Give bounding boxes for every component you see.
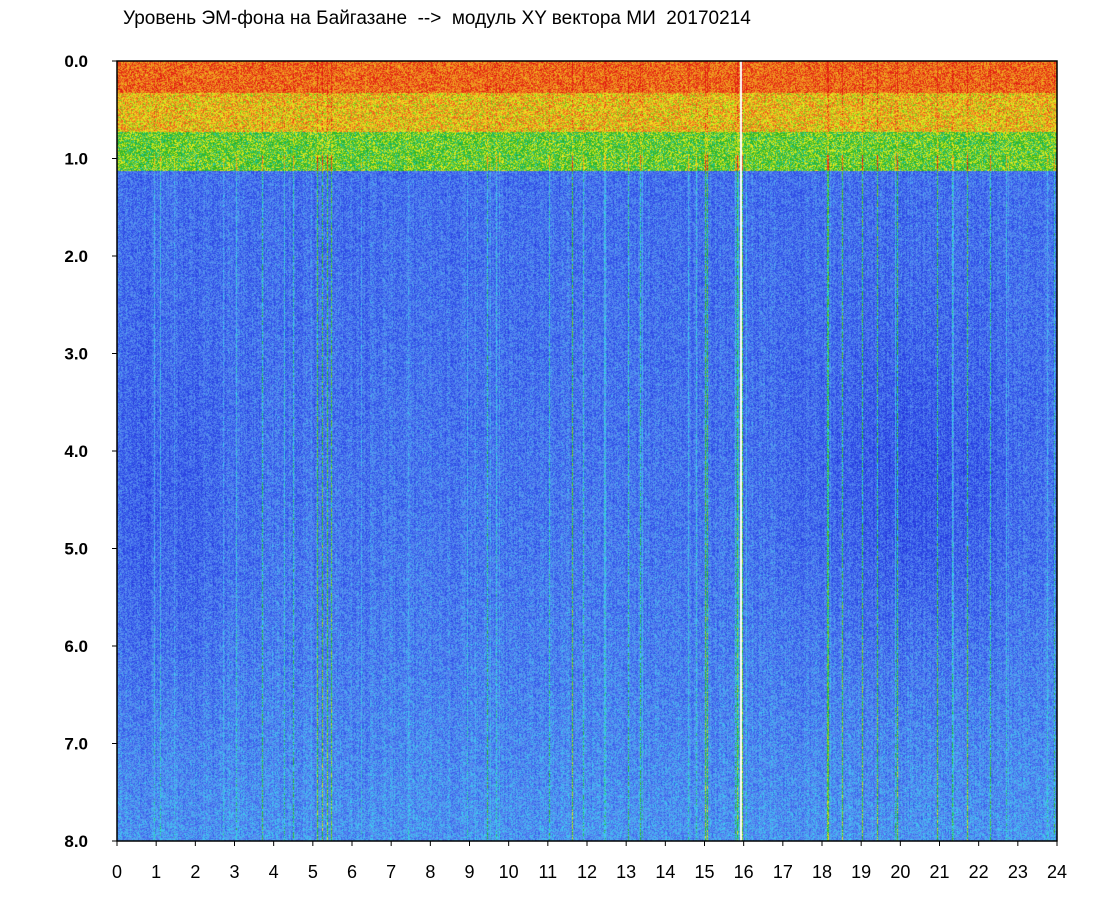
- x-tick-label: 11: [538, 862, 557, 882]
- y-tick-label: 1.0: [64, 150, 88, 169]
- x-tick-label: 9: [464, 862, 474, 882]
- plot-frame: [116, 60, 1058, 842]
- x-tick-label: 20: [890, 862, 910, 882]
- x-tick-label: 23: [1008, 862, 1028, 882]
- x-tick-label: 22: [969, 862, 989, 882]
- y-tick-label: 4.0: [64, 442, 88, 461]
- y-tick-label: 6.0: [64, 637, 88, 656]
- x-tick-label: 8: [425, 862, 435, 882]
- y-tick-label: 5.0: [64, 540, 88, 559]
- x-tick-label: 12: [577, 862, 597, 882]
- x-tick-label: 2: [190, 862, 200, 882]
- y-tick-label: 7.0: [64, 735, 88, 754]
- y-tick-label: 2.0: [64, 247, 88, 266]
- x-tick-label: 5: [308, 862, 318, 882]
- y-tick-label: 3.0: [64, 345, 88, 364]
- x-tick-label: 3: [229, 862, 239, 882]
- x-tick-label: 1: [151, 862, 161, 882]
- chart-title: Уровень ЭМ-фона на Байгазане --> модуль …: [123, 8, 751, 29]
- x-tick-label: 6: [347, 862, 357, 882]
- x-tick-label: 7: [386, 862, 396, 882]
- x-tick-label: 24: [1047, 862, 1067, 882]
- x-tick-label: 14: [655, 862, 675, 882]
- x-tick-label: 4: [269, 862, 279, 882]
- x-tick-label: 19: [851, 862, 871, 882]
- y-tick-label: 0.0: [64, 52, 88, 71]
- y-tick-label: 8.0: [64, 832, 88, 851]
- spectrogram-canvas: [117, 61, 1057, 841]
- x-tick-label: 17: [773, 862, 793, 882]
- x-tick-label: 10: [499, 862, 519, 882]
- x-tick-label: 15: [694, 862, 714, 882]
- x-tick-label: 16: [734, 862, 754, 882]
- x-tick-label: 0: [112, 862, 122, 882]
- x-tick-label: 18: [812, 862, 832, 882]
- x-tick-label: 13: [616, 862, 636, 882]
- x-tick-label: 21: [929, 862, 949, 882]
